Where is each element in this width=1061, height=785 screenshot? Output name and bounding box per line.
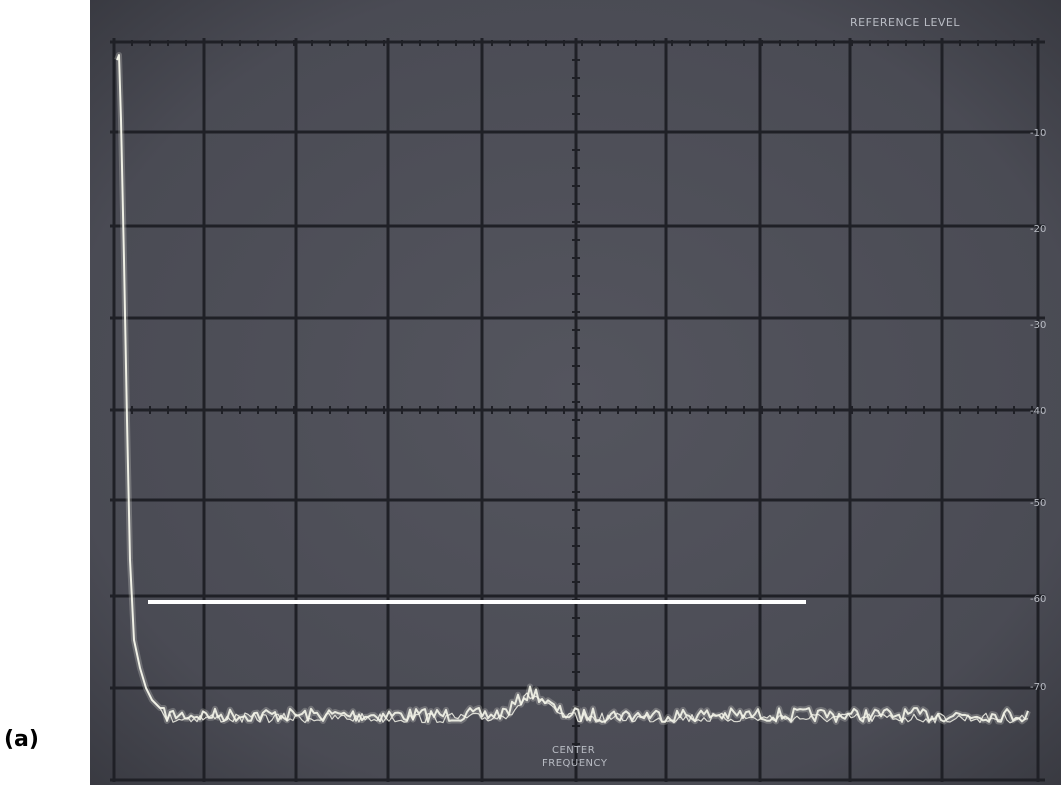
reference-level-label: REFERENCE LEVEL [850, 16, 960, 29]
scale-label: -60 [1030, 594, 1046, 605]
center-frequency-label-line2: FREQUENCY [542, 758, 608, 769]
scale-label: -40 [1030, 406, 1046, 417]
scale-label: -50 [1030, 498, 1046, 509]
scale-label: -10 [1030, 128, 1046, 139]
graticule-ticks [113, 40, 1033, 781]
panel-label: (a) [4, 727, 39, 752]
scale-label: -70 [1030, 682, 1046, 693]
spectrum-trace [116, 54, 1029, 723]
scale-label: -30 [1030, 320, 1046, 331]
scale-label: -20 [1030, 224, 1046, 235]
spectrum-analyzer-screen: REFERENCE LEVEL -10 -20 -30 -40 -50 -60 … [90, 0, 1061, 785]
center-frequency-label-line1: CENTER [552, 745, 595, 756]
spectrum-trace-secondary [116, 54, 1029, 724]
right-scale: -10 -20 -30 -40 -50 -60 -70 [1030, 128, 1046, 693]
